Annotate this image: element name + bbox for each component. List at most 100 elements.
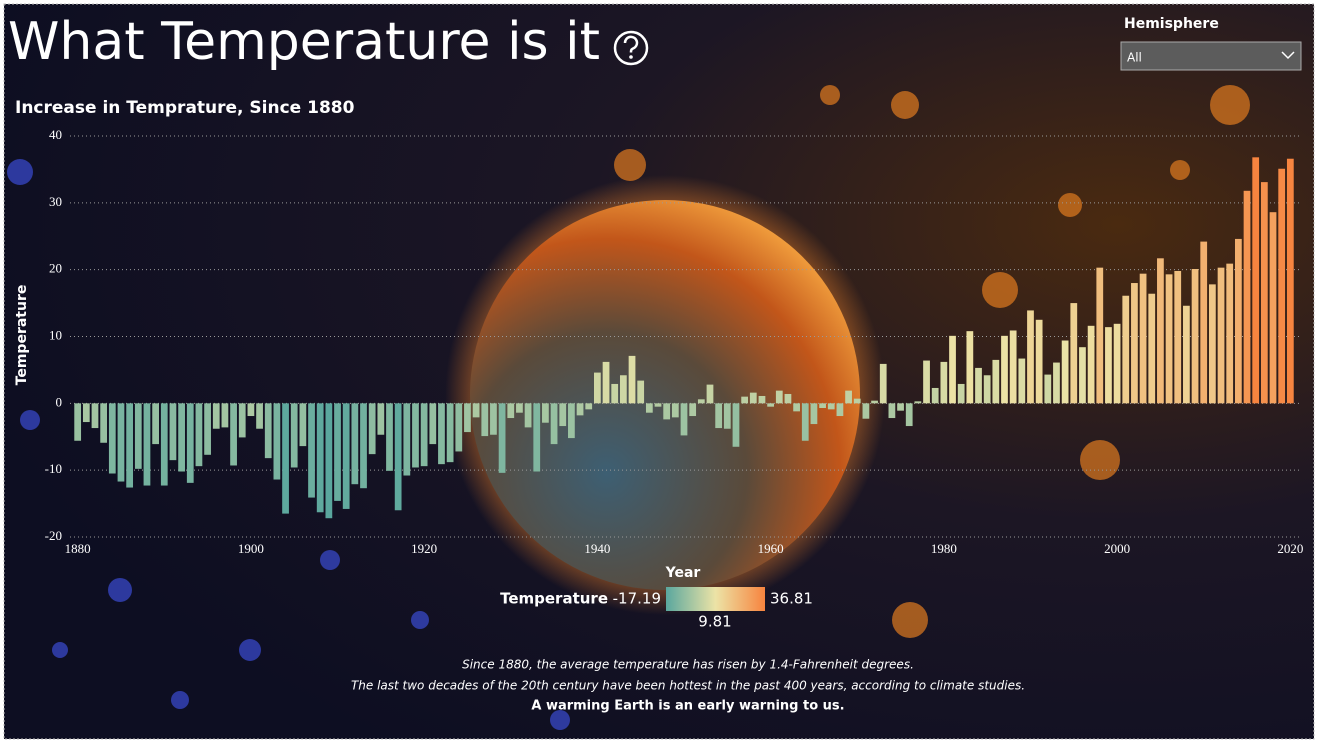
bar bbox=[1183, 305, 1190, 404]
bar bbox=[100, 403, 108, 443]
bar bbox=[741, 396, 749, 404]
bar bbox=[1260, 182, 1268, 404]
y-tick-label: 0 bbox=[56, 394, 63, 409]
slicer-value: All bbox=[1127, 51, 1142, 65]
bar bbox=[576, 403, 584, 416]
bar bbox=[645, 403, 653, 413]
bar bbox=[247, 403, 255, 417]
bar bbox=[568, 403, 575, 439]
particles bbox=[614, 85, 1250, 638]
x-tick-label: 1880 bbox=[65, 541, 91, 556]
bar bbox=[1035, 319, 1043, 404]
bar bbox=[793, 403, 800, 412]
bar bbox=[212, 403, 220, 429]
bar bbox=[117, 403, 125, 482]
bar bbox=[143, 403, 151, 486]
bar bbox=[412, 403, 419, 468]
bar bbox=[992, 359, 1000, 404]
bar bbox=[1200, 241, 1208, 404]
legend-max: 36.81 bbox=[770, 590, 813, 608]
x-axis-title: Year bbox=[665, 565, 701, 581]
bar bbox=[871, 400, 878, 404]
bar bbox=[342, 403, 350, 509]
bar bbox=[360, 403, 367, 489]
bar bbox=[134, 403, 142, 469]
bar bbox=[1113, 323, 1121, 404]
bar bbox=[1217, 267, 1225, 404]
bar bbox=[368, 403, 376, 455]
x-tick-label: 1940 bbox=[584, 541, 610, 556]
bar bbox=[455, 403, 463, 452]
bar bbox=[784, 393, 792, 404]
bar bbox=[507, 403, 515, 419]
bar bbox=[186, 403, 194, 483]
bar bbox=[1027, 310, 1034, 404]
bar bbox=[429, 403, 437, 445]
y-tick-label: -20 bbox=[45, 528, 62, 543]
planet bbox=[470, 200, 860, 590]
bar bbox=[1044, 374, 1052, 404]
bar bbox=[282, 403, 289, 514]
bar bbox=[879, 363, 887, 404]
page-title: What Temperature is it bbox=[8, 12, 600, 72]
bar bbox=[221, 403, 229, 428]
bar bbox=[126, 403, 134, 488]
bar bbox=[1131, 283, 1138, 404]
bar bbox=[264, 403, 272, 459]
bar bbox=[1096, 267, 1104, 404]
bar bbox=[273, 403, 281, 480]
footer-line: The last two decades of the 20th century… bbox=[351, 679, 1025, 693]
bar bbox=[498, 403, 506, 473]
y-tick-label: 40 bbox=[49, 127, 62, 142]
bar bbox=[1061, 340, 1069, 404]
bar bbox=[602, 361, 610, 404]
bar bbox=[325, 403, 333, 519]
bar bbox=[524, 403, 532, 428]
bar bbox=[74, 403, 82, 441]
bar bbox=[1009, 330, 1017, 404]
legend-min: -17.19 bbox=[613, 590, 661, 608]
bar bbox=[542, 403, 549, 423]
bar bbox=[819, 403, 826, 409]
bar bbox=[767, 403, 774, 407]
bar bbox=[931, 387, 939, 404]
bar bbox=[377, 403, 385, 435]
bar bbox=[230, 403, 237, 466]
bar bbox=[559, 403, 567, 427]
bar bbox=[386, 403, 393, 471]
bar bbox=[758, 395, 766, 404]
footer-line: Since 1880, the average temperature has … bbox=[462, 658, 914, 672]
slicer-dropdown[interactable]: All bbox=[1120, 41, 1302, 71]
bar bbox=[680, 403, 688, 436]
bar bbox=[966, 331, 974, 404]
bar bbox=[490, 403, 497, 435]
bar bbox=[862, 403, 870, 419]
bar bbox=[403, 403, 411, 476]
chart-title: Increase in Temprature, Since 1880 bbox=[15, 98, 355, 118]
bar bbox=[689, 403, 697, 417]
x-tick-label: 1900 bbox=[238, 541, 264, 556]
bar bbox=[949, 335, 956, 404]
bar bbox=[810, 403, 818, 425]
bar bbox=[1243, 190, 1251, 404]
bar bbox=[481, 403, 489, 437]
bar bbox=[256, 403, 263, 429]
bar bbox=[845, 390, 852, 404]
bar bbox=[334, 403, 341, 501]
bar bbox=[611, 383, 619, 404]
bar bbox=[152, 403, 159, 445]
bar bbox=[888, 403, 896, 419]
bar bbox=[1209, 284, 1216, 404]
bar bbox=[516, 403, 523, 413]
bar bbox=[957, 383, 965, 404]
bar bbox=[1001, 335, 1008, 404]
help-icon[interactable] bbox=[613, 30, 649, 66]
bar bbox=[827, 403, 835, 410]
bar bbox=[533, 403, 541, 472]
bar bbox=[178, 403, 185, 472]
bar bbox=[1139, 273, 1147, 404]
bar bbox=[671, 403, 679, 418]
particles-blue bbox=[7, 159, 570, 730]
bar bbox=[1269, 212, 1277, 404]
x-tick-label: 2000 bbox=[1104, 541, 1130, 556]
